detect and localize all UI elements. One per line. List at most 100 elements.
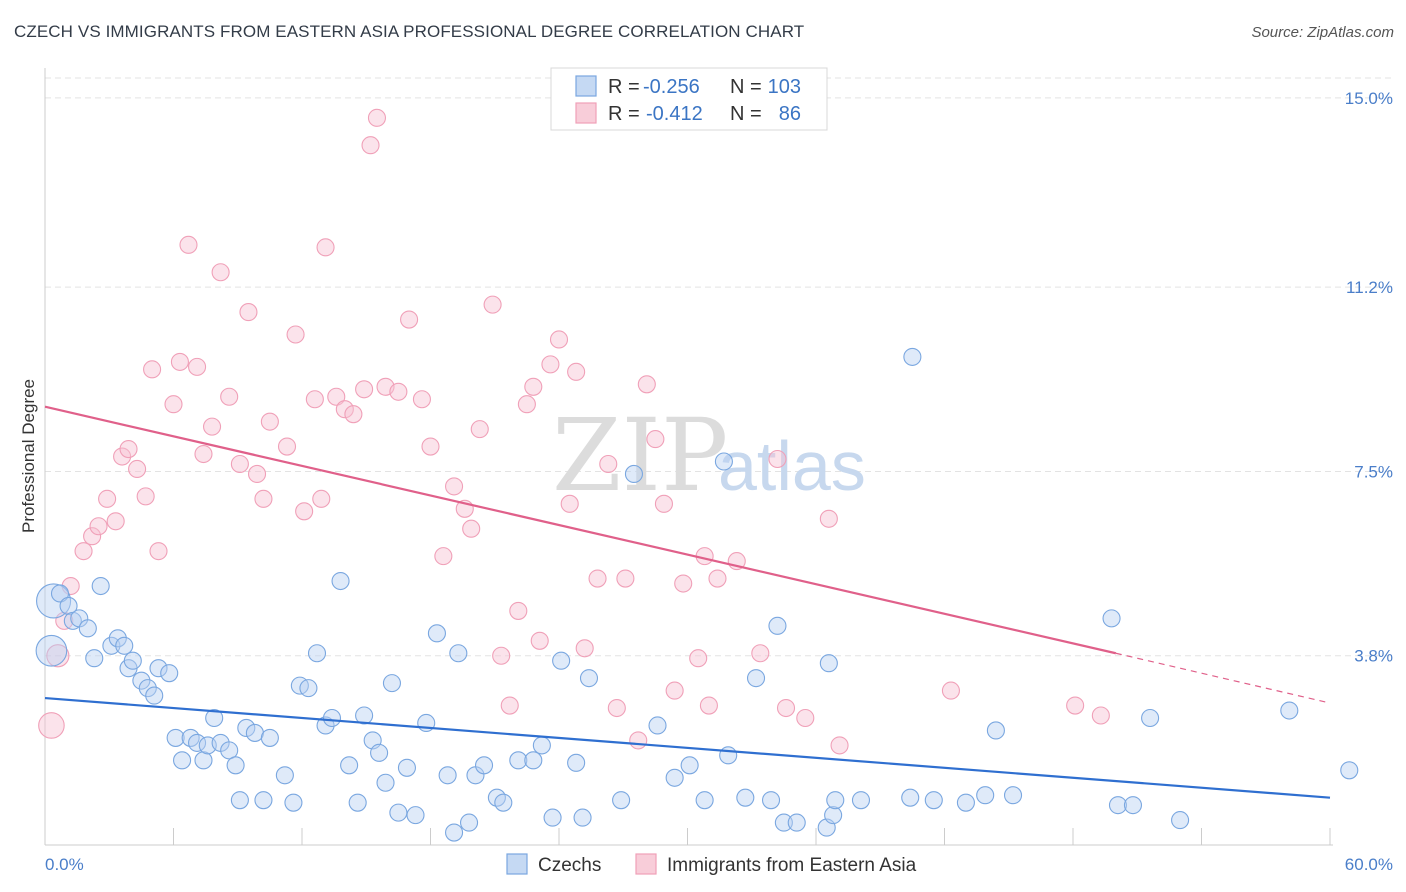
immigrants-point: [149, 542, 168, 561]
czechs-point: [108, 629, 127, 648]
legend-n-label-immigrants: N =: [730, 103, 762, 125]
immigrants-point: [674, 574, 693, 593]
czechs-point: [115, 636, 134, 655]
immigrants-point: [483, 295, 502, 314]
immigrants-point: [665, 681, 684, 700]
czechs-point: [275, 766, 294, 785]
legend-n-label-czechs: N =: [730, 76, 762, 98]
czechs-point: [680, 756, 699, 775]
immigrants-point: [344, 405, 363, 424]
czechs-point: [445, 823, 464, 842]
czechs-point: [901, 788, 920, 807]
immigrants-point: [530, 631, 549, 650]
immigrants-point: [260, 412, 279, 431]
czechs-point: [406, 806, 425, 825]
legend-r-label-immigrants: R =: [608, 103, 640, 125]
immigrants-point: [492, 646, 511, 665]
czechs-point: [761, 791, 781, 810]
y-axis-title: Professional Degree: [19, 379, 38, 533]
czechs-point: [474, 756, 494, 775]
immigrants-point: [629, 731, 648, 750]
czechs-point: [50, 584, 70, 603]
czechs-point: [1340, 761, 1359, 780]
immigrants-point: [74, 542, 93, 561]
czechs-point: [736, 788, 755, 807]
czechs-point: [188, 733, 207, 752]
czechs-point: [145, 686, 164, 705]
czechs-point: [1123, 796, 1143, 815]
immigrants-point: [98, 489, 117, 508]
immigrants-point: [575, 639, 594, 658]
czechs-point: [85, 649, 104, 668]
czechs-point: [719, 746, 738, 765]
czechs-point: [205, 708, 224, 728]
czechs-point: [573, 808, 592, 827]
immigrants-point: [179, 235, 198, 254]
czechs-point: [438, 766, 457, 785]
czechs-point: [376, 773, 395, 792]
immigrants-point: [83, 527, 102, 546]
immigrants-point: [776, 698, 796, 718]
immigrants-point: [254, 489, 273, 508]
czechs-point: [226, 756, 245, 775]
czechs-point: [307, 644, 327, 663]
czechs-point: [1171, 811, 1190, 830]
immigrants-trend-line: [44, 405, 1117, 655]
immigrants-point: [239, 303, 258, 322]
immigrants-point: [128, 459, 147, 479]
czechs-point: [924, 791, 943, 810]
czechs-point: [149, 659, 168, 678]
trend-lines: [44, 405, 1331, 799]
czechs-point: [695, 791, 714, 810]
legend-r-value-czechs: -0.256: [643, 76, 700, 98]
source-label: Source: ZipAtlas.com: [1251, 24, 1394, 41]
bottom-legend-swatch-immigrants: [635, 853, 657, 875]
bottom-legend: Czechs Immigrants from Eastern Asia: [506, 853, 917, 876]
immigrants-point: [355, 380, 374, 399]
immigrants-point: [462, 519, 481, 538]
immigrants-point: [188, 357, 207, 376]
legend-n-value-immigrants: 86: [779, 103, 801, 125]
legend-n-value-czechs: 103: [768, 76, 801, 98]
czechs-points: [35, 347, 1359, 842]
immigrants-point: [113, 447, 132, 466]
legend-r-label-czechs: R =: [608, 76, 640, 98]
immigrants-point: [549, 330, 569, 349]
immigrants-point: [509, 601, 528, 620]
czechs-point: [851, 791, 871, 810]
czechs-point: [579, 669, 599, 688]
czechs-point: [532, 736, 551, 755]
czechs-point: [370, 743, 389, 762]
bottom-legend-czechs: Czechs: [538, 855, 601, 876]
czechs-point: [160, 664, 179, 683]
czechs-point: [284, 793, 303, 812]
immigrants-point: [89, 517, 108, 536]
czechs-point: [819, 654, 838, 673]
immigrants-point: [599, 454, 618, 474]
czechs-point: [173, 751, 192, 770]
czechs-point: [36, 583, 72, 619]
czechs-point: [624, 464, 644, 484]
immigrants-point: [247, 464, 267, 484]
czechs-point: [331, 571, 350, 591]
immigrants-point: [588, 569, 607, 588]
immigrants-point: [143, 360, 162, 379]
czechs-point: [459, 813, 479, 832]
immigrants-point: [38, 712, 65, 739]
immigrants-point: [312, 489, 331, 508]
czechs-point: [824, 806, 843, 825]
czechs-point: [123, 651, 142, 670]
czechs-trend-line: [44, 696, 1331, 799]
czechs-point: [826, 791, 845, 810]
immigrants-point: [335, 400, 354, 419]
immigrants-point: [699, 696, 718, 715]
czechs-point: [132, 671, 151, 690]
czechs-point: [787, 813, 806, 832]
immigrants-point: [646, 430, 665, 449]
czechs-point: [543, 808, 562, 827]
watermark-zip: ZIP: [552, 397, 728, 514]
czechs-point: [138, 679, 157, 698]
immigrants-point: [46, 644, 70, 668]
immigrants-point: [316, 238, 335, 257]
